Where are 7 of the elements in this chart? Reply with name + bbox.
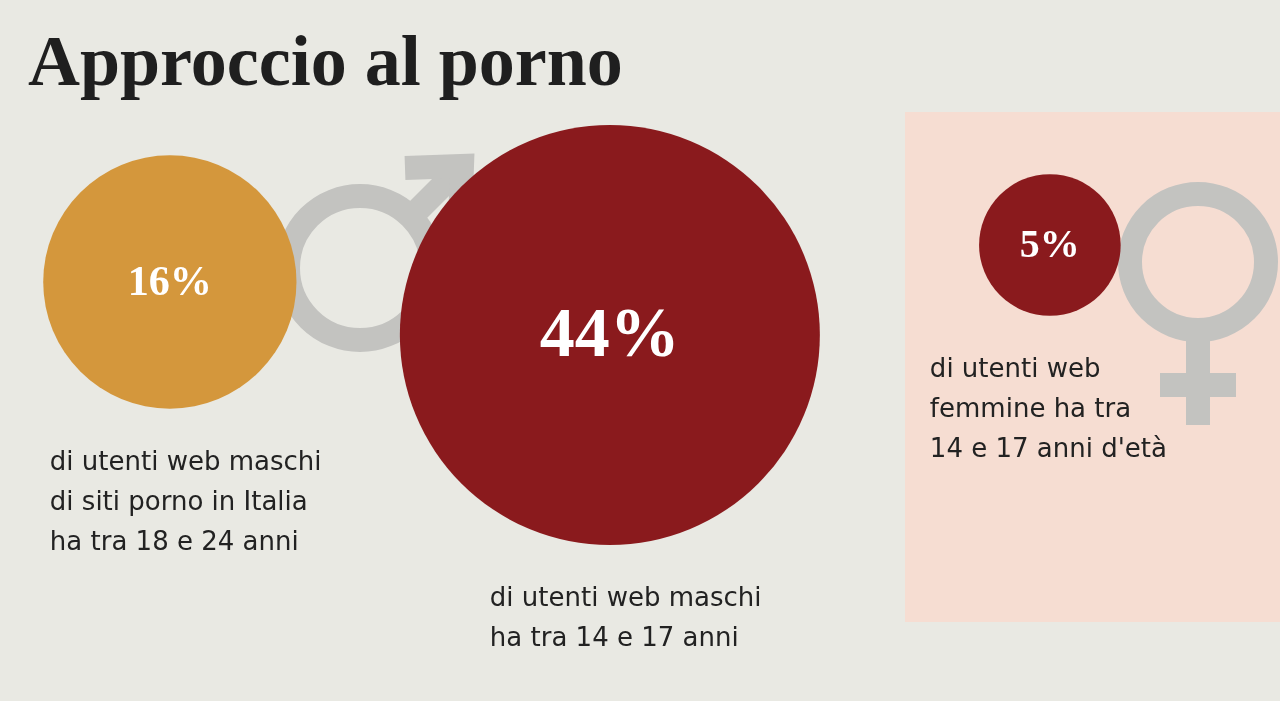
text: Approccio al porno [28, 21, 623, 101]
data-label: 16% [127, 257, 213, 304]
data-label: 44% [539, 294, 680, 371]
data-label: 5% [1019, 221, 1080, 266]
category-label: di utenti web maschi di siti porno in Italia ha tra 18 e 24 anni [49, 445, 322, 556]
category-label: di utenti web maschi ha tra 14 e 17 anni [489, 582, 762, 652]
category-label: di utenti web femmine ha tra 14 e 17 anni d'età [929, 352, 1167, 463]
